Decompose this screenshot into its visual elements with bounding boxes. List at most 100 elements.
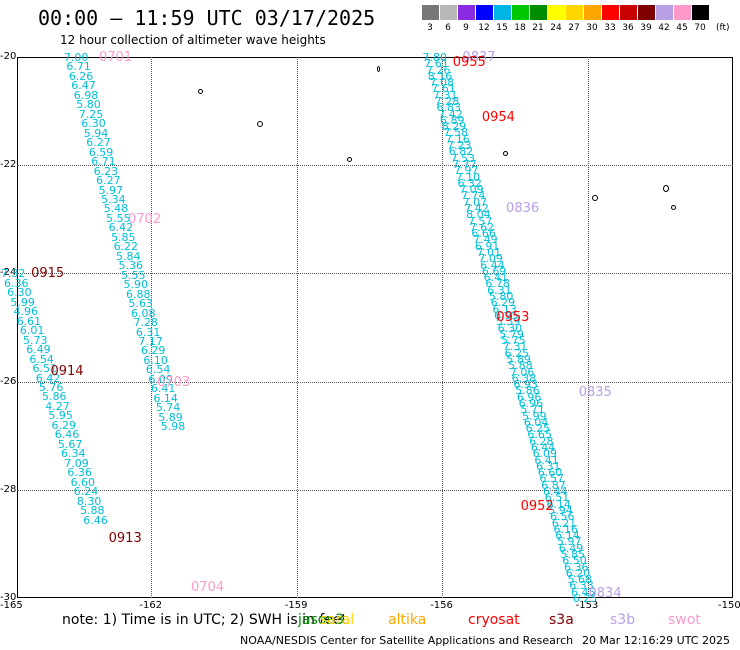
wave-height-value: 6.36 bbox=[4, 276, 29, 290]
wave-height-value: 5.75 bbox=[501, 334, 526, 348]
wave-height-value: 5.88 bbox=[508, 359, 533, 373]
wave-height-value: 6.14 bbox=[153, 391, 178, 405]
wave-height-value: 5.86 bbox=[42, 390, 67, 404]
wave-height-value: 7.74 bbox=[460, 189, 486, 203]
satellite-legend-item: altika bbox=[388, 612, 427, 628]
wave-height-value: 6.28 bbox=[529, 434, 554, 448]
scale-label: 36 bbox=[622, 23, 634, 33]
scale-swatch bbox=[620, 5, 637, 20]
wave-height-value: 6.61 bbox=[16, 314, 42, 328]
wave-height-value: 7.62 bbox=[469, 220, 495, 234]
map-frame bbox=[17, 57, 733, 598]
wave-height-value: 6.27 bbox=[96, 174, 121, 188]
meridian-line bbox=[587, 57, 589, 598]
longitude-label: -159 bbox=[284, 600, 308, 611]
wave-height-value: 5.73 bbox=[23, 333, 48, 347]
wave-height-value: 5.94 bbox=[83, 126, 109, 140]
satellite-legend-item: cryosat bbox=[468, 612, 520, 628]
pass-label: 0952 bbox=[520, 499, 554, 515]
wave-height-value: 5.79 bbox=[499, 327, 524, 341]
wave-height-value: 6.21 bbox=[551, 516, 577, 530]
wave-height-value: 5.55 bbox=[106, 211, 131, 225]
wave-height-value: 7.28 bbox=[133, 316, 158, 330]
wave-height-value: 6.49 bbox=[558, 541, 584, 555]
wave-height-value: 6.31 bbox=[487, 283, 512, 297]
parallel-line bbox=[17, 165, 733, 167]
wave-height-value: 6.20 bbox=[565, 566, 591, 580]
wave-height-value: 7.32 bbox=[0, 267, 26, 281]
wave-height-value: 6.51 bbox=[32, 362, 58, 376]
wave-height-value: 6.54 bbox=[29, 352, 54, 366]
wave-height-value: 6.30 bbox=[7, 286, 32, 300]
wave-height-value: 6.09 bbox=[148, 372, 173, 386]
wave-height-value: 5.36 bbox=[118, 259, 144, 273]
wave-height-value: 6.45 bbox=[571, 585, 596, 599]
wave-height-value: 7.09 bbox=[478, 252, 503, 266]
wave-height-value: 5.97 bbox=[98, 183, 124, 197]
wave-height-value: 7.23 bbox=[446, 139, 472, 153]
parallel-line bbox=[17, 489, 733, 491]
wave-height-value: 5.95 bbox=[48, 409, 73, 423]
wave-height-value: 5.99 bbox=[522, 409, 547, 423]
wave-height-value: 6.56 bbox=[550, 510, 575, 524]
wave-height-value: 6.25 bbox=[504, 346, 530, 360]
scale-label: 70 bbox=[694, 23, 706, 33]
wave-height-value: 7.42 bbox=[438, 107, 463, 121]
scale-label: 45 bbox=[676, 23, 688, 33]
wave-height-value: 6.29 bbox=[51, 418, 77, 432]
wave-height-value: 6.09 bbox=[532, 447, 558, 461]
scale-label: 6 bbox=[445, 23, 451, 33]
wave-height-value: 6.87 bbox=[541, 478, 566, 492]
island-marker bbox=[592, 195, 598, 201]
wave-height-value: 7.49 bbox=[473, 233, 498, 247]
wave-height-value: 6.49 bbox=[26, 343, 51, 357]
wave-height-value: 6.96 bbox=[518, 396, 544, 410]
wave-height-value: 7.97 bbox=[453, 164, 479, 178]
pass-label: 0913 bbox=[108, 531, 142, 547]
pass-label: 0836 bbox=[506, 201, 540, 217]
parallel-line bbox=[17, 273, 733, 275]
wave-height-value: 6.69 bbox=[481, 264, 507, 278]
latitude-label: -24 bbox=[0, 267, 17, 279]
wave-height-value: 4.96 bbox=[13, 305, 39, 319]
wave-height-value: 7.09 bbox=[64, 456, 89, 470]
wave-height-value: 6.71 bbox=[91, 155, 116, 169]
wave-height-value: 6.44 bbox=[480, 258, 505, 272]
scale-label: 3 bbox=[427, 23, 433, 33]
latitude-label: -22 bbox=[0, 159, 17, 171]
scale-unit: (ft) bbox=[716, 23, 730, 33]
latitude-label: -26 bbox=[0, 375, 17, 387]
longitude-label: -150 bbox=[718, 600, 740, 611]
wave-height-value: 5.55 bbox=[121, 268, 146, 282]
wave-height-value: 6.91 bbox=[474, 239, 500, 253]
wave-height-value: 6.08 bbox=[130, 306, 156, 320]
pass-label: 0835 bbox=[578, 385, 612, 401]
wave-height-value: 7.07 bbox=[462, 195, 488, 209]
wave-height-value: 5.71 bbox=[520, 403, 545, 417]
wave-height-value: 6.13 bbox=[492, 302, 517, 316]
wave-height-value: 5.80 bbox=[488, 290, 514, 304]
wave-height-value: 5.67 bbox=[57, 437, 83, 451]
wave-height-value: 5.34 bbox=[101, 193, 126, 206]
scale-label: 18 bbox=[514, 23, 526, 33]
wave-height-value: 7.80 bbox=[422, 51, 448, 64]
wave-height-value: 6.82 bbox=[448, 145, 474, 159]
wave-height-value: 7.06 bbox=[509, 365, 535, 379]
satellite-legend-item: s3a bbox=[549, 612, 574, 628]
wave-height-value: 6.71 bbox=[66, 60, 91, 74]
wave-height-value: 7.17 bbox=[138, 335, 163, 349]
island-marker bbox=[257, 121, 263, 127]
satellite-legend-item: swot bbox=[668, 612, 701, 628]
wave-height-value: 6.42 bbox=[108, 221, 134, 235]
wave-height-value: 6.60 bbox=[537, 466, 563, 480]
pass-label: 0704 bbox=[191, 580, 225, 596]
wave-height-value: 5.68 bbox=[567, 573, 593, 587]
wave-height-value: 7.61 bbox=[424, 57, 449, 71]
scale-label: 21 bbox=[532, 23, 544, 33]
wave-height-value: 6.51 bbox=[544, 491, 570, 505]
wave-height-value: 5.99 bbox=[10, 295, 35, 309]
scale-swatch bbox=[458, 5, 475, 20]
wave-height-value: 6.34 bbox=[61, 447, 86, 461]
satellite-legend-item: jason3 bbox=[298, 612, 345, 628]
island-marker bbox=[503, 151, 508, 156]
